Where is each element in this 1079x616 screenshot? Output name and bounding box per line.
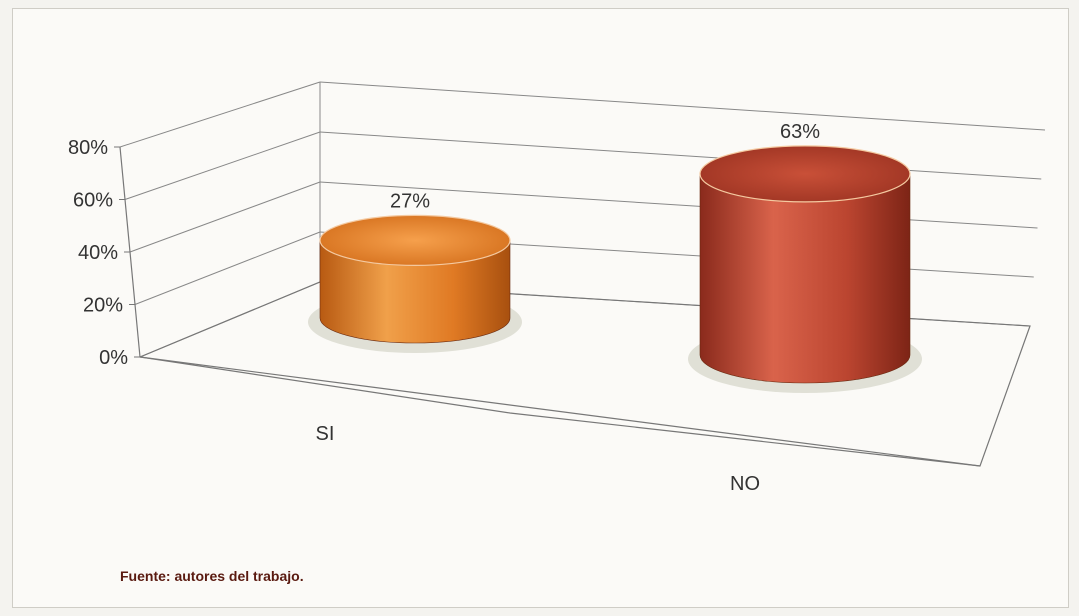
bar-si bbox=[319, 240, 511, 344]
data-label: 27% bbox=[390, 190, 430, 212]
gridline-back bbox=[319, 81, 1046, 131]
y-tick-label: 20% bbox=[83, 295, 123, 317]
y-tick-label: 80% bbox=[68, 137, 108, 159]
floor-plane bbox=[137, 281, 1031, 467]
category-label: NO bbox=[730, 473, 760, 495]
y-tick-label: 40% bbox=[78, 242, 118, 264]
bars bbox=[308, 145, 922, 393]
bar-no bbox=[699, 173, 911, 384]
y-axis-ticks: 0% 20% 40% 60% 80% bbox=[68, 137, 140, 369]
data-label: 63% bbox=[780, 121, 820, 143]
y-tick-label: 0% bbox=[99, 347, 128, 369]
bar-top-si bbox=[319, 214, 511, 266]
gridline-back bbox=[319, 181, 1038, 229]
data-labels: 27% 63% bbox=[390, 121, 820, 213]
gridline-side bbox=[124, 131, 321, 200]
category-label: SI bbox=[316, 423, 335, 445]
y-tick-label: 60% bbox=[73, 190, 113, 212]
gridline-side bbox=[119, 81, 321, 148]
x-axis-line bbox=[139, 356, 981, 467]
gridline-side bbox=[129, 181, 321, 253]
source-note: Fuente: autores del trabajo. bbox=[120, 568, 304, 584]
bar-top-no bbox=[699, 145, 911, 203]
x-axis-categories: SI NO bbox=[316, 423, 760, 495]
gridline-side bbox=[134, 231, 321, 305]
gridline-back bbox=[319, 131, 1042, 180]
